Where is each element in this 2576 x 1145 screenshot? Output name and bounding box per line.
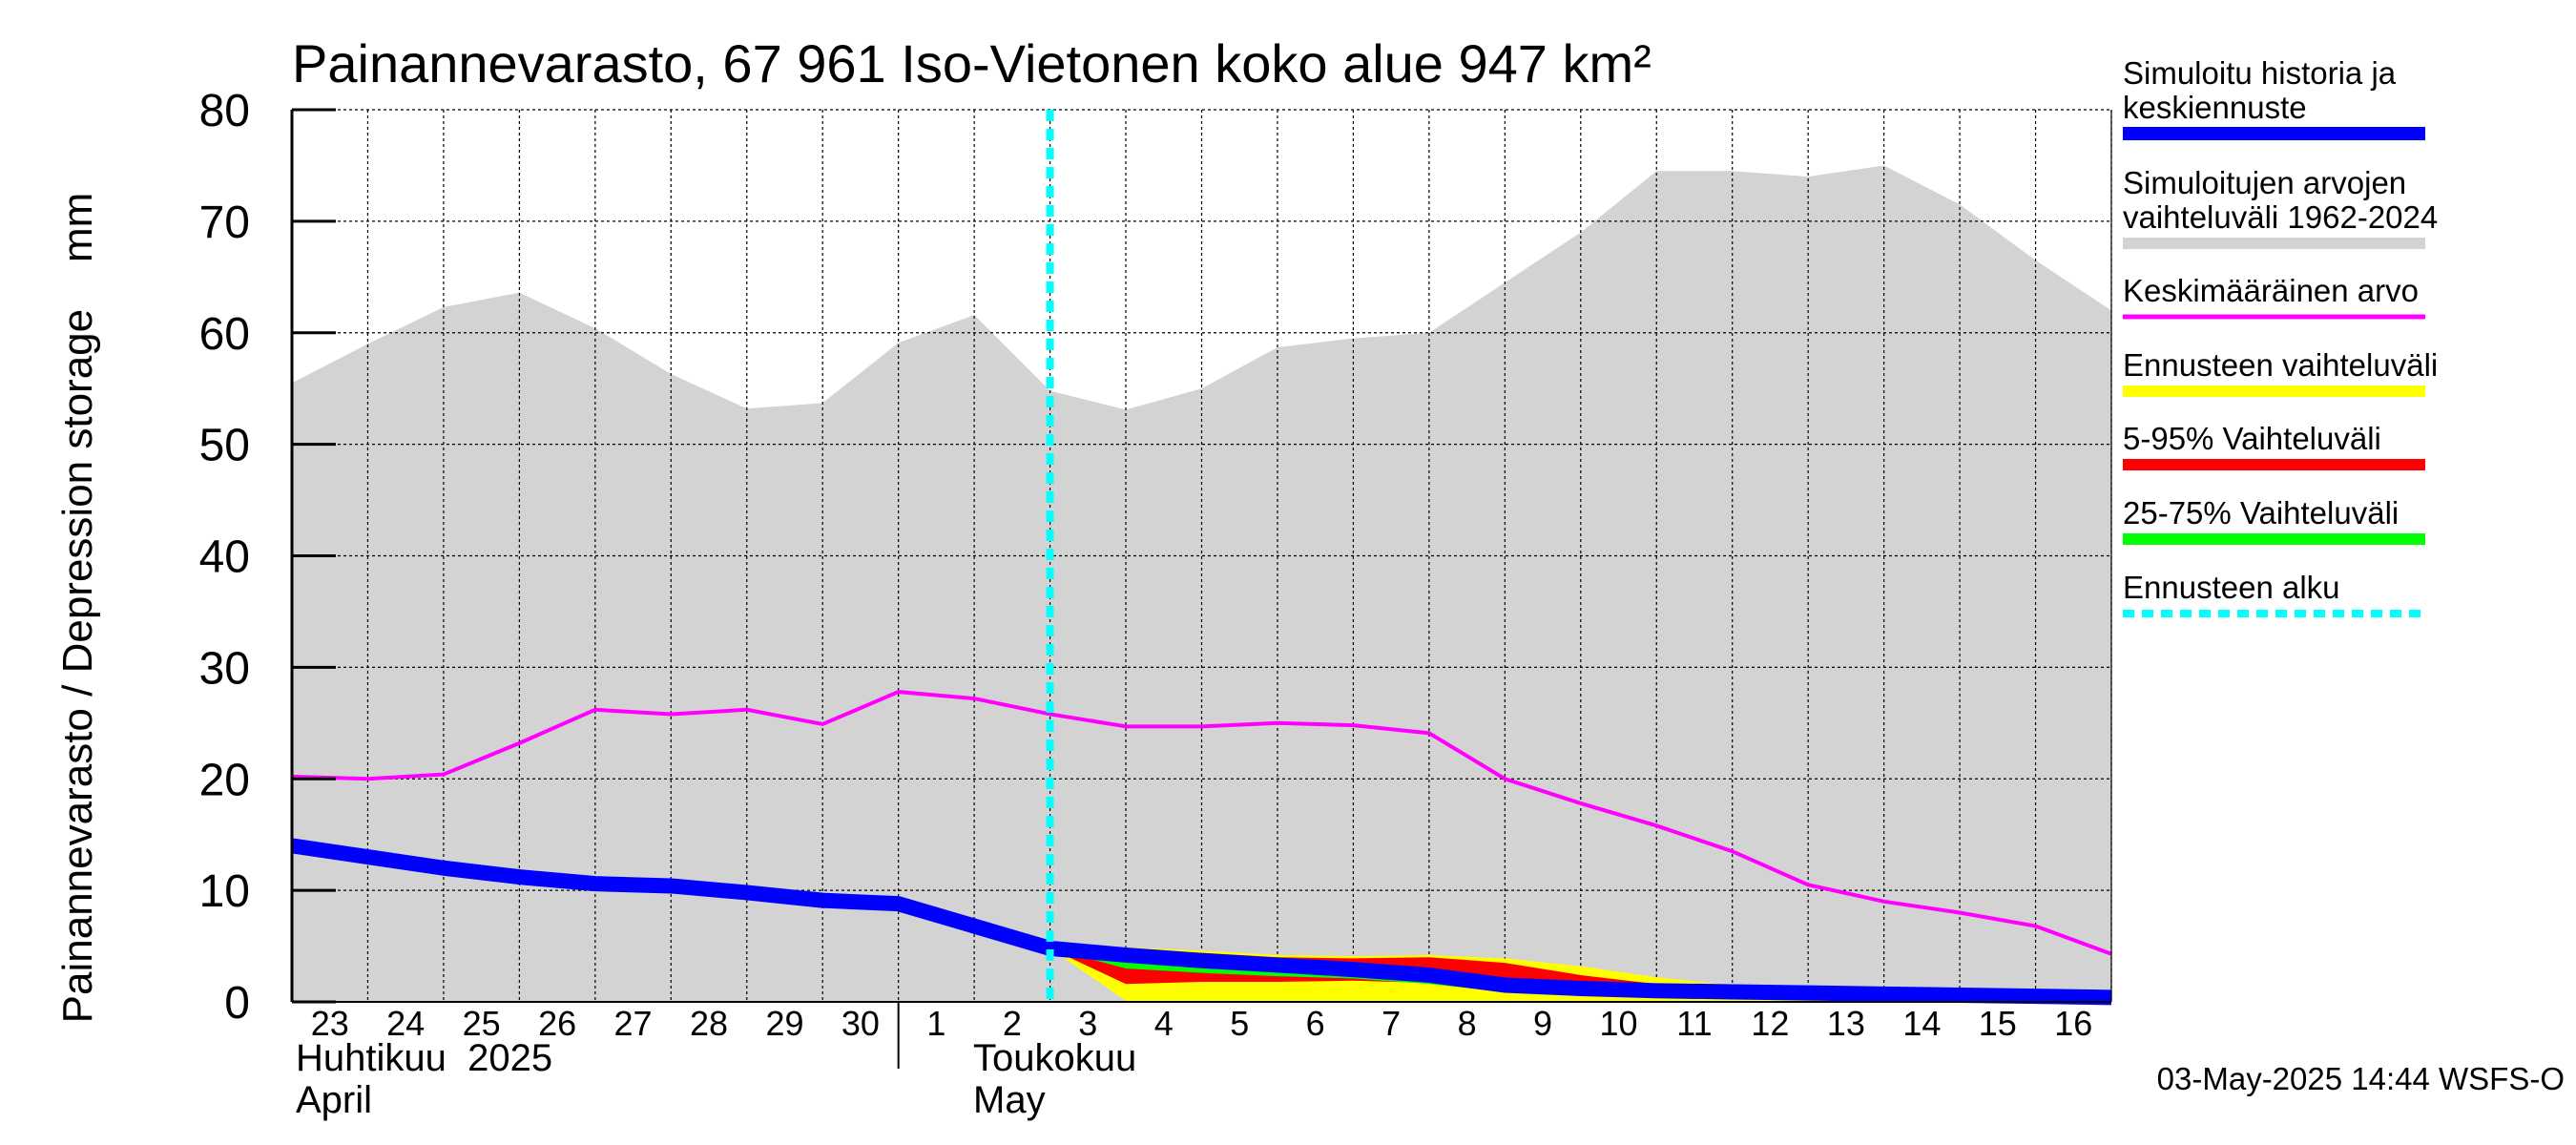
y-axis-label: Painannevarasto / Depression storage mm	[54, 193, 101, 1024]
x-tick-label: 12	[1751, 1004, 1789, 1043]
x-tick-label: 25	[463, 1004, 501, 1043]
legend-label: keskiennuste	[2123, 90, 2307, 125]
legend-label: 5-95% Vaihteluväli	[2123, 421, 2381, 456]
legend-item: 25-75% Vaihteluväli	[2123, 495, 2425, 545]
legend-item: 5-95% Vaihteluväli	[2123, 421, 2425, 470]
x-tick-label: 1	[926, 1004, 945, 1043]
x-tick-label: 9	[1533, 1004, 1552, 1043]
x-tick-label: 3	[1078, 1004, 1097, 1043]
x-tick-label: 26	[538, 1004, 576, 1043]
x-tick-label: 4	[1154, 1004, 1174, 1043]
y-tick-label: 0	[224, 978, 250, 1029]
x-tick-label: 7	[1381, 1004, 1401, 1043]
x-tick-label: 6	[1306, 1004, 1325, 1043]
y-tick-label: 70	[199, 198, 250, 248]
y-tick-label: 50	[199, 421, 250, 471]
month-label-may-fi: Toukokuu	[973, 1037, 1136, 1079]
x-tick-label: 28	[690, 1004, 728, 1043]
legend-label: vaihteluväli 1962-2024	[2123, 199, 2438, 235]
y-tick-label: 10	[199, 866, 250, 917]
x-tick-label: 24	[386, 1004, 425, 1043]
x-tick-label: 23	[311, 1004, 349, 1043]
y-tick-label: 20	[199, 755, 250, 805]
x-tick-label: 13	[1827, 1004, 1865, 1043]
chart-title: Painannevarasto, 67 961 Iso-Vietonen kok…	[292, 33, 1652, 94]
simulated-history-line	[290, 838, 2112, 1006]
x-tick-label: 27	[614, 1004, 653, 1043]
x-tick-label: 30	[841, 1004, 880, 1043]
y-tick-label: 80	[199, 86, 250, 136]
y-tick-label: 60	[199, 309, 250, 360]
y-tick-label: 30	[199, 643, 250, 694]
month-label-april-fi: Huhtikuu 2025	[296, 1037, 552, 1079]
x-tick-label: 2	[1003, 1004, 1022, 1043]
mean-value-line	[291, 690, 2112, 956]
legend-label: Keskimääräinen arvo	[2123, 273, 2419, 308]
x-tick-label: 11	[1676, 1004, 1712, 1043]
x-tick-label: 5	[1230, 1004, 1249, 1043]
x-tick-label: 8	[1458, 1004, 1477, 1043]
x-tick-label: 14	[1902, 1004, 1941, 1043]
x-tick-label: 10	[1599, 1004, 1637, 1043]
x-tick-label: 29	[765, 1004, 803, 1043]
legend-label: Ennusteen alku	[2123, 570, 2340, 605]
month-label-may-en: May	[973, 1079, 1046, 1121]
x-tick-label: 15	[1979, 1004, 2017, 1043]
legend-label: 25-75% Vaihteluväli	[2123, 495, 2399, 531]
legend-item: Ennusteen alku	[2123, 570, 2425, 617]
legend-item: Ennusteen vaihteluväli	[2123, 347, 2438, 397]
month-label-april-en: April	[296, 1079, 372, 1121]
timestamp: 03-May-2025 14:44 WSFS-O	[2157, 1061, 2565, 1096]
legend: Simuloitu historia jakeskiennusteSimuloi…	[2123, 55, 2438, 617]
x-tick-label: 16	[2054, 1004, 2092, 1043]
legend-label: Simuloitu historia ja	[2123, 55, 2397, 91]
plot-area	[290, 109, 2112, 1006]
legend-label: Ennusteen vaihteluväli	[2123, 347, 2438, 383]
legend-label: Simuloitujen arvojen	[2123, 165, 2406, 200]
y-tick-label: 40	[199, 532, 250, 583]
legend-item: Keskimääräinen arvo	[2123, 273, 2425, 320]
